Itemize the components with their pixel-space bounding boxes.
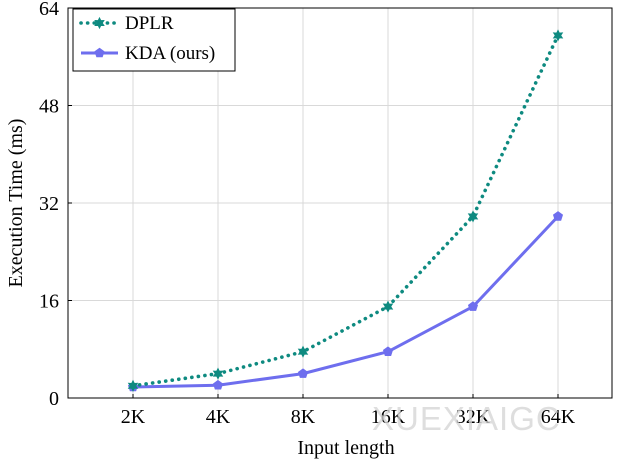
x-tick-label-2K: 2K: [121, 406, 146, 428]
x-tick-label-16K: 16K: [371, 406, 406, 428]
y-tick-label-16: 16: [39, 291, 59, 313]
x-axis-label: Input length: [297, 437, 394, 459]
point-dplr-2K: [127, 379, 139, 392]
point-dplr-8K: [297, 345, 309, 358]
point-kda-ours-4K: [212, 379, 224, 390]
grid: [68, 8, 612, 398]
legend-markers: [94, 16, 105, 58]
point-kda-ours-64K: [552, 211, 564, 221]
point-dplr-4K: [212, 367, 224, 380]
y-tick-label-48: 48: [39, 96, 59, 118]
point-dplr-16K: [382, 300, 394, 313]
x-ticks: 2K 4K 8K 16K 32K 64K: [121, 394, 576, 428]
x-tick-label-32K: 32K: [456, 406, 491, 428]
y-tick-label-0: 0: [49, 388, 59, 410]
legend-label-dplr: DPLR: [125, 13, 174, 34]
y-tick-label-32: 32: [39, 193, 59, 215]
series-line-kda-ours: [131, 214, 560, 389]
legend: DPLR KDA (ours): [72, 8, 236, 72]
point-kda-ours-16K: [382, 346, 394, 356]
y-ticks: 0 16 32 48 64: [39, 0, 72, 410]
point-kda-ours-8K: [297, 368, 309, 378]
x-tick-label-64K: 64K: [541, 406, 576, 428]
point-dplr-64K: [552, 29, 564, 42]
point-dplr-32K: [467, 210, 479, 223]
legend-marker-dplr: [94, 16, 105, 30]
y-tick-label-64: 64: [39, 0, 59, 20]
x-tick-label-8K: 8K: [291, 406, 316, 428]
series: [127, 29, 564, 392]
x-tick-label-4K: 4K: [206, 406, 231, 428]
point-kda-ours-32K: [467, 301, 479, 311]
legend-label-kda: KDA (ours): [125, 43, 215, 64]
watermark: XUEXIAIGC: [372, 400, 561, 437]
series-line-dplr: [131, 33, 560, 388]
y-axis-label: Execution Time (ms): [5, 119, 27, 288]
legend-marker-kda-ours: [94, 47, 105, 58]
